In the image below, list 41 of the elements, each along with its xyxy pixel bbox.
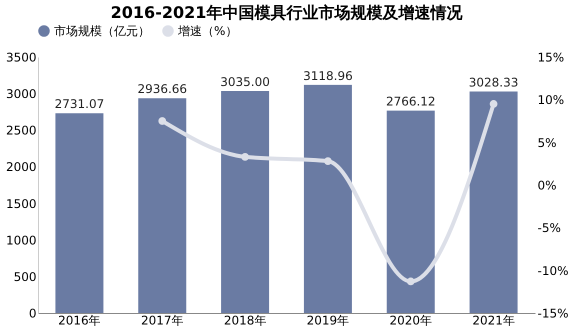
- bar: [138, 98, 186, 313]
- y-tick-label: 2000: [6, 160, 36, 174]
- y-tick-label: 2500: [6, 124, 36, 138]
- y-tick-label: 0: [28, 306, 36, 320]
- point: [490, 100, 498, 108]
- x-tick-label: 2017年: [140, 314, 184, 328]
- y2-tick-label: -5%: [538, 221, 561, 236]
- data-label: 3118.96: [303, 68, 353, 83]
- point: [158, 117, 166, 125]
- bar: [386, 110, 435, 313]
- x-tick-label: 2020年: [389, 314, 432, 328]
- bar: [221, 91, 270, 313]
- data-label: 3035.00: [220, 75, 270, 90]
- y-tick-label: 500: [14, 270, 36, 284]
- bar: [55, 113, 104, 313]
- x-tick-label: 2021年: [472, 314, 515, 328]
- y2-tick-label: -15%: [538, 306, 569, 320]
- bar: [304, 84, 352, 313]
- y2-tick-label: 0%: [538, 178, 557, 192]
- legend-label: 增速（%）: [177, 24, 238, 38]
- data-label: 3028.33: [468, 76, 518, 90]
- point: [406, 278, 415, 286]
- legend-label: 市场规模（亿元）: [54, 24, 150, 38]
- data-label: 2731.07: [54, 97, 104, 112]
- bar: [470, 92, 518, 313]
- data-label: 2936.66: [137, 82, 188, 96]
- x-tick-label: 2019年: [306, 314, 350, 328]
- x-tick-label: 2016年: [58, 314, 101, 328]
- y2-tick-label: 10%: [538, 93, 564, 108]
- y-tick-label: 3500: [6, 50, 36, 64]
- y-tick-label: 1000: [6, 233, 36, 248]
- y2-tick-label: 15%: [538, 50, 564, 64]
- point: [241, 152, 249, 161]
- y2-tick-label: -10%: [538, 264, 569, 278]
- data-label: 2766.12: [386, 94, 436, 109]
- chart-title: 2016-2021年中国模具行业市场规模及增速情况: [110, 3, 464, 22]
- point: [324, 157, 332, 165]
- y2-tick-label: 5%: [538, 136, 557, 150]
- y-tick-label: 3000: [6, 87, 36, 102]
- y-tick-label: 1500: [6, 196, 36, 211]
- x-tick-label: 2018年: [224, 314, 266, 328]
